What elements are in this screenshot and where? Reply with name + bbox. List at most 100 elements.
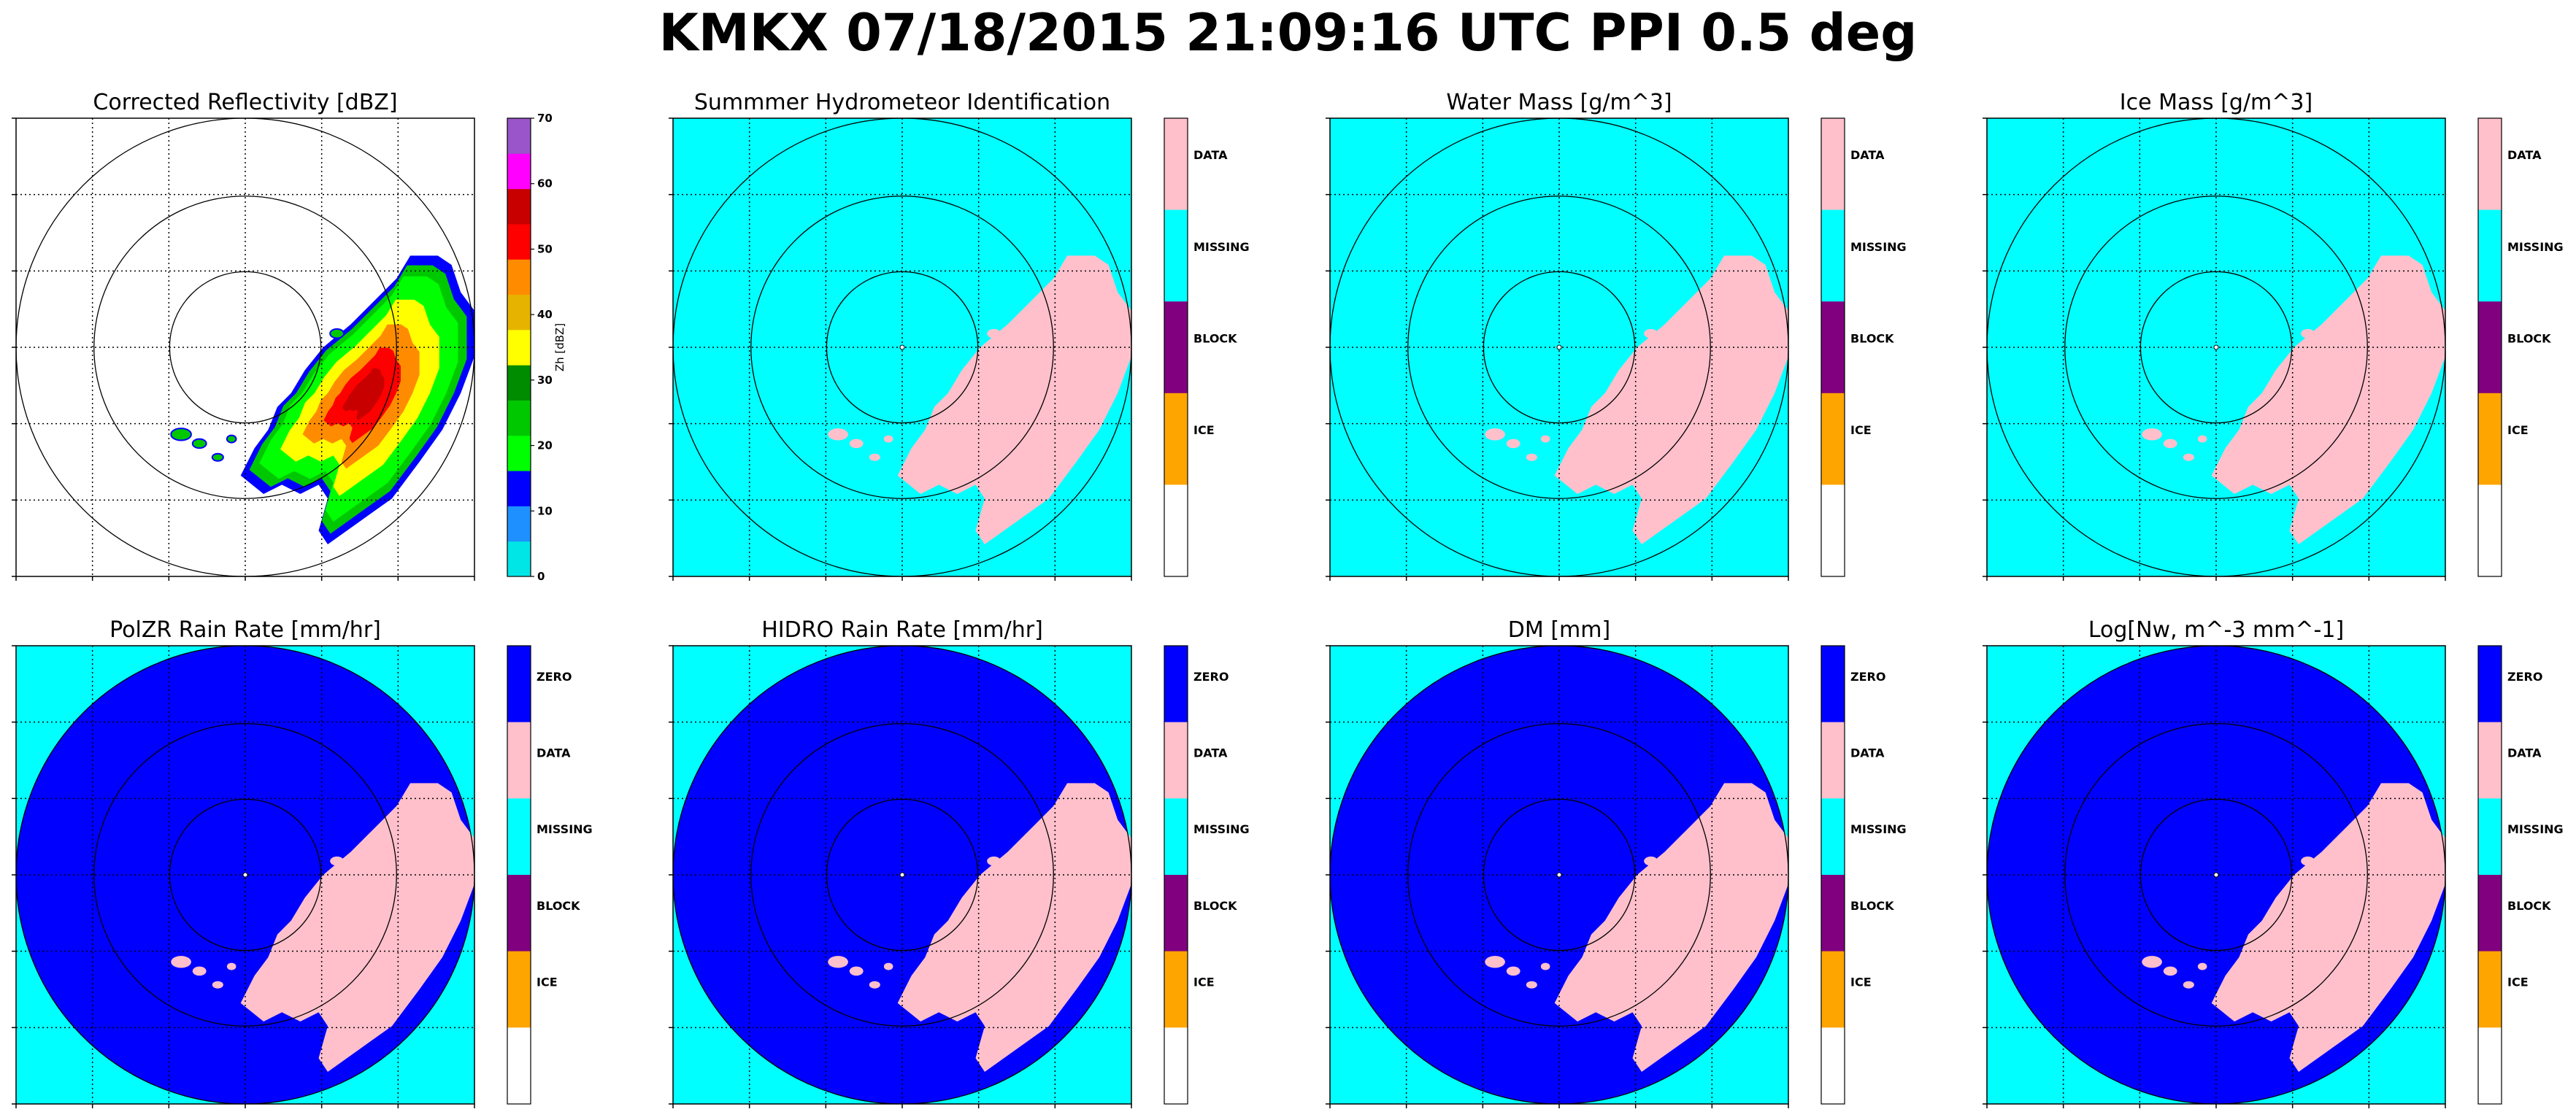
- colorbar: DATA MISSING BLOCK ICE: [1164, 117, 1250, 577]
- colorbar-segment: [507, 329, 531, 366]
- colorbar-category-label: ICE: [2507, 976, 2529, 989]
- colorbar-segment: [1821, 209, 1845, 302]
- colorbar-segment: [1164, 798, 1188, 876]
- plot-area: [673, 118, 1131, 576]
- colorbar-segment: [1821, 798, 1845, 876]
- echo-region: [240, 783, 474, 1072]
- colorbar-segment: [507, 400, 531, 436]
- echo-cell: [212, 981, 223, 989]
- echo-cell: [2301, 856, 2315, 866]
- colorbar-category-label: DATA: [1850, 148, 1885, 162]
- echo-cell: [1540, 435, 1550, 443]
- plot-area: [1987, 118, 2445, 576]
- echo-layer-7: [342, 368, 385, 421]
- colorbar-category-label: ICE: [1193, 423, 1215, 437]
- radar-site: [1556, 344, 1562, 350]
- echo-cell: [987, 856, 1001, 866]
- echo-cell: [869, 981, 880, 989]
- plot-area: [1987, 646, 2445, 1104]
- panel-7: DM [mm] ZERO DATA MISSING BLOCK ICE: [1326, 617, 1907, 1108]
- colorbar-segment: [1821, 301, 1845, 394]
- figure-title: KMKX 07/18/2015 21:09:16 UTC PPI 0.5 deg: [658, 3, 1918, 63]
- colorbar-tick-label: 0: [537, 570, 545, 583]
- colorbar-segment: [2478, 951, 2502, 1028]
- colorbar-segment: [507, 506, 531, 542]
- colorbar-category-label: MISSING: [1193, 822, 1250, 836]
- colorbar: ZERO DATA MISSING BLOCK ICE: [507, 645, 593, 1105]
- colorbar-segment: [2478, 875, 2502, 952]
- colorbar-segment: [1821, 951, 1845, 1028]
- echo-cell: [191, 438, 207, 449]
- colorbar-category-label: DATA: [1850, 746, 1885, 760]
- colorbar-segment: [507, 365, 531, 401]
- colorbar-segment: [1164, 393, 1188, 485]
- colorbar-category-label: BLOCK: [2507, 899, 2551, 913]
- colorbar-frame: [507, 117, 531, 577]
- echo-cell: [330, 856, 345, 866]
- panel-title: HIDRO Rain Rate [mm/hr]: [761, 617, 1043, 643]
- plot-area: [16, 646, 474, 1104]
- echo-cell: [2142, 428, 2162, 441]
- colorbar-segment: [1164, 484, 1188, 577]
- echo-cell: [987, 328, 1001, 339]
- echo-cell: [1540, 962, 1550, 970]
- colorbar: DATA MISSING BLOCK ICE: [2477, 117, 2564, 577]
- colorbar-segment: [507, 188, 531, 225]
- colorbar-frame: [2477, 645, 2502, 1105]
- colorbar-segment: [1821, 646, 1845, 723]
- colorbar-category-label: ZERO: [1193, 670, 1229, 684]
- echo-cell: [828, 956, 848, 968]
- colorbar-segment: [2478, 722, 2502, 799]
- colorbar-segment: [1164, 118, 1188, 211]
- colorbar-category-label: DATA: [537, 746, 571, 760]
- colorbar-category-label: ICE: [2507, 423, 2529, 437]
- range-ring: [2064, 723, 2368, 1027]
- radar-site: [899, 872, 905, 878]
- colorbar-category-label: DATA: [1193, 148, 1228, 162]
- colorbar-segment: [2478, 118, 2502, 211]
- radar-site: [2213, 872, 2219, 878]
- echo-cell: [1644, 328, 1658, 339]
- colorbar-category-label: BLOCK: [1193, 899, 1237, 913]
- colorbar-segment: [2478, 209, 2502, 302]
- panel-6: HIDRO Rain Rate [mm/hr] ZERO DATA MISSING BL…: [669, 617, 1250, 1108]
- colorbar-segment: [1164, 646, 1188, 723]
- plot-area: [673, 646, 1131, 1104]
- echo-cell: [2183, 453, 2194, 461]
- panel-title: Ice Mass [g/m^3]: [2120, 90, 2312, 115]
- echo-cell: [869, 453, 880, 461]
- colorbar-category-label: MISSING: [2507, 240, 2564, 254]
- colorbar-category-label: ICE: [1850, 423, 1872, 437]
- colorbar-category-label: DATA: [2507, 148, 2542, 162]
- colorbar-tick-label: 20: [537, 439, 553, 452]
- echo-cell: [1644, 856, 1658, 866]
- colorbar-segment: [2478, 393, 2502, 485]
- colorbar-segment: [1821, 118, 1845, 211]
- echo-cell: [2183, 981, 2194, 989]
- colorbar-frame: [507, 645, 531, 1105]
- colorbar: ZERO DATA MISSING BLOCK ICE: [1164, 645, 1250, 1105]
- colorbar-segment: [2478, 301, 2502, 394]
- colorbar-frame: [1164, 645, 1188, 1105]
- colorbar-segment: [507, 153, 531, 190]
- range-ring: [1407, 723, 1711, 1027]
- colorbar-category-label: MISSING: [1850, 822, 1907, 836]
- colorbar-frame: [1164, 117, 1188, 577]
- echo-cell: [192, 966, 207, 976]
- colorbar-category-label: ZERO: [2507, 670, 2542, 684]
- colorbar-segment: [507, 1027, 531, 1105]
- panel-title: Summmer Hydrometeor Identification: [694, 90, 1110, 115]
- echo-cell: [329, 328, 345, 339]
- panel-title: PolZR Rain Rate [mm/hr]: [109, 617, 381, 643]
- radar-site: [1556, 872, 1562, 878]
- colorbar-category-label: DATA: [2507, 746, 2542, 760]
- colorbar-segment: [507, 259, 531, 296]
- colorbar-category-label: ICE: [537, 976, 558, 989]
- colorbar-segment: [2478, 484, 2502, 577]
- colorbar-segment: [507, 875, 531, 952]
- colorbar-segment: [2478, 798, 2502, 876]
- colorbar-segment: [507, 294, 531, 331]
- colorbar: ZERO DATA MISSING BLOCK ICE: [1820, 645, 1907, 1105]
- colorbar-segment: [1821, 1027, 1845, 1105]
